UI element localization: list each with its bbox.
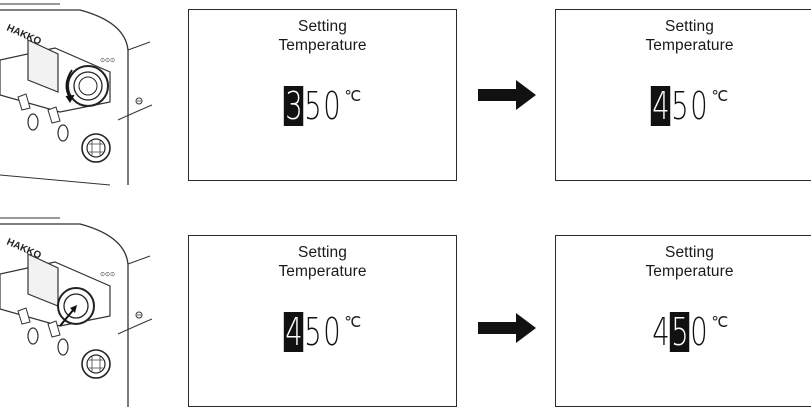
right-arrow-icon — [478, 80, 536, 110]
title-line-temperature: Temperature — [645, 37, 734, 54]
ones-digit: 0 — [323, 84, 341, 128]
tens-digit: 5 — [304, 84, 321, 128]
soldering-station-illustration-rotate: HAKKO ⊙⊙⊙ — [0, 0, 160, 186]
ones-digit: 0 — [690, 310, 708, 354]
ones-digit: 0 — [323, 310, 341, 354]
hundreds-digit-highlighted: 3 — [283, 84, 304, 128]
setting-temperature-screen-after-row2: Setting Temperature 450 ℃ — [555, 235, 811, 407]
title-line-temperature: Temperature — [278, 263, 367, 280]
ones-digit: 0 — [690, 84, 708, 128]
celsius-unit: ℃ — [344, 314, 362, 331]
temperature-readout: 450 ℃ — [556, 312, 811, 352]
screen-title: Setting Temperature — [189, 243, 456, 281]
setting-temperature-screen-after-row1: Setting Temperature 450 ℃ — [555, 9, 811, 181]
temperature-readout: 450 ℃ — [189, 312, 456, 352]
title-line-setting: Setting — [298, 18, 347, 35]
hundreds-digit-highlighted: 4 — [650, 84, 671, 128]
title-line-temperature: Temperature — [278, 37, 367, 54]
tens-digit: 5 — [671, 84, 688, 128]
title-line-setting: Setting — [298, 244, 347, 261]
setting-temperature-screen-before-row1: Setting Temperature 350 ℃ — [188, 9, 457, 181]
svg-text:⊙⊙⊙: ⊙⊙⊙ — [100, 58, 115, 64]
tens-digit: 5 — [304, 310, 321, 354]
soldering-station-drawing: HAKKO ⊙⊙⊙ — [0, 3, 153, 186]
hundreds-digit-highlighted: 4 — [283, 310, 304, 354]
celsius-unit: ℃ — [711, 88, 729, 105]
title-line-temperature: Temperature — [645, 263, 734, 280]
temperature-readout: 450 ℃ — [556, 86, 811, 126]
screen-title: Setting Temperature — [189, 17, 456, 55]
screen-title: Setting Temperature — [556, 17, 811, 55]
soldering-station-drawing: HAKKO ⊙⊙⊙ — [0, 217, 153, 407]
brand-logo: HAKKO — [5, 23, 43, 48]
right-arrow-icon — [478, 313, 536, 343]
tens-digit-highlighted: 5 — [669, 310, 690, 354]
celsius-unit: ℃ — [344, 88, 362, 105]
setting-temperature-screen-before-row2: Setting Temperature 450 ℃ — [188, 235, 457, 407]
title-line-setting: Setting — [665, 244, 714, 261]
hundreds-digit: 4 — [652, 310, 669, 354]
svg-text:⊙⊙⊙: ⊙⊙⊙ — [100, 272, 115, 278]
screen-title: Setting Temperature — [556, 243, 811, 281]
temperature-readout: 350 ℃ — [189, 86, 456, 126]
title-line-setting: Setting — [665, 18, 714, 35]
celsius-unit: ℃ — [711, 314, 729, 331]
soldering-station-illustration-press: HAKKO ⊙⊙⊙ — [0, 214, 160, 407]
brand-logo: HAKKO — [5, 237, 43, 262]
